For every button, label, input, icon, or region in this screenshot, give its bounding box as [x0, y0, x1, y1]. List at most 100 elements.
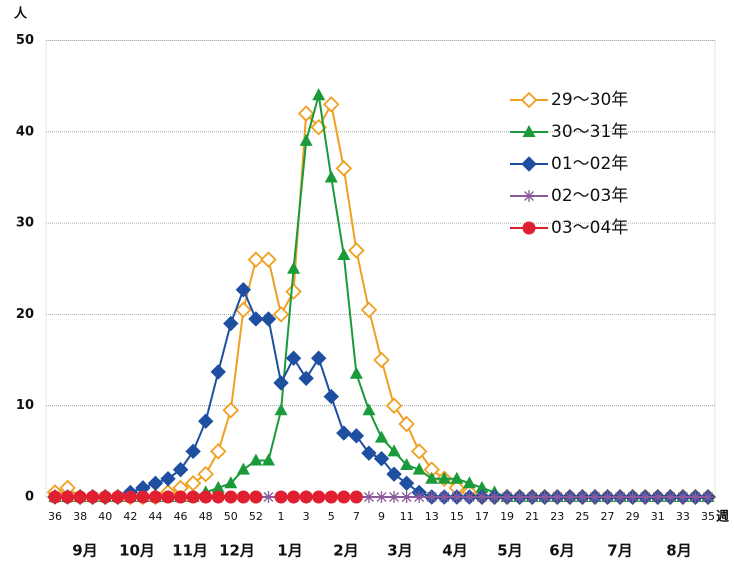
x-tick-label: 25 [575, 510, 589, 523]
marker [513, 491, 526, 503]
marker [676, 491, 689, 503]
marker [262, 491, 275, 503]
marker [73, 490, 87, 504]
marker [287, 490, 301, 504]
month-label: 12月 [219, 542, 255, 560]
x-tick-label: 15 [450, 510, 464, 523]
legend-label: 02～03年 [551, 186, 628, 206]
month-label: 8月 [666, 542, 691, 560]
marker [462, 476, 476, 489]
marker [520, 91, 538, 109]
marker [48, 490, 62, 504]
marker [312, 490, 326, 504]
marker [224, 490, 238, 504]
marker [588, 491, 601, 503]
marker [375, 430, 388, 443]
marker [689, 491, 702, 503]
month-label: 7月 [607, 542, 632, 560]
marker [287, 261, 301, 274]
marker [373, 351, 390, 369]
marker [413, 491, 426, 503]
marker [360, 301, 378, 319]
marker [273, 375, 289, 391]
legend-label: 30～31年 [551, 122, 628, 142]
marker [299, 133, 313, 146]
marker [348, 428, 365, 444]
marker [186, 490, 200, 504]
x-tick-label: 21 [525, 510, 539, 523]
marker [388, 491, 401, 503]
marker [123, 490, 137, 504]
x-tick-label: 3 [303, 510, 310, 523]
x-tick-label: 9 [378, 510, 385, 523]
marker [299, 490, 313, 504]
marker [522, 221, 536, 235]
marker [285, 350, 302, 366]
marker [437, 471, 451, 484]
marker [197, 465, 214, 483]
x-tick-label: 42 [123, 510, 137, 523]
x-tick-label: 19 [500, 510, 514, 523]
marker [272, 306, 290, 323]
marker [438, 491, 451, 503]
month-label: 3月 [387, 542, 412, 560]
marker [197, 413, 214, 429]
x-tick-label: 48 [199, 510, 213, 523]
marker [249, 453, 263, 466]
marker [425, 471, 439, 484]
marker [236, 462, 250, 475]
x-tick-label: 11 [400, 510, 414, 523]
marker [160, 471, 176, 487]
x-tick-label: 31 [651, 510, 665, 523]
y-axis-label: 人 [14, 6, 28, 22]
x-tick-label: 35 [701, 510, 715, 523]
marker [501, 491, 514, 503]
marker [425, 491, 438, 503]
x-tick-label: 29 [626, 510, 640, 523]
month-label: 2月 [333, 542, 358, 560]
marker [639, 491, 652, 503]
month-label: 4月 [442, 542, 467, 560]
marker [249, 490, 263, 504]
x-tick-label: 27 [601, 510, 615, 523]
marker [626, 491, 639, 503]
marker [614, 491, 627, 503]
marker [174, 490, 188, 504]
marker [211, 490, 225, 504]
marker [551, 491, 564, 503]
month-label: 9月 [72, 542, 97, 560]
marker [521, 156, 537, 172]
marker [311, 350, 327, 366]
marker [475, 480, 489, 493]
marker [324, 170, 338, 183]
marker [450, 491, 463, 503]
marker [386, 466, 402, 482]
x-tick-label: 5 [328, 510, 335, 523]
marker [260, 311, 277, 327]
x-tick-label: 17 [475, 510, 489, 523]
marker [398, 475, 415, 492]
marker [312, 88, 326, 101]
marker [400, 491, 413, 503]
marker [223, 315, 239, 332]
marker [387, 444, 401, 457]
legend: 29～30年 30～31年 01～02年 02～03年 03～04年 [510, 90, 628, 238]
x-tick-label: 52 [249, 510, 263, 523]
x-tick-label: 38 [73, 510, 87, 523]
x-tick-label: 33 [676, 510, 690, 523]
marker [337, 248, 351, 261]
marker [222, 401, 240, 419]
marker [274, 403, 288, 416]
marker [410, 443, 428, 460]
marker [61, 490, 75, 504]
y-tick-label: 20 [16, 307, 34, 322]
marker [522, 125, 536, 137]
marker [148, 490, 162, 504]
marker [199, 490, 213, 504]
marker [349, 490, 363, 504]
marker [373, 450, 390, 467]
marker [322, 96, 340, 113]
marker [235, 282, 252, 298]
